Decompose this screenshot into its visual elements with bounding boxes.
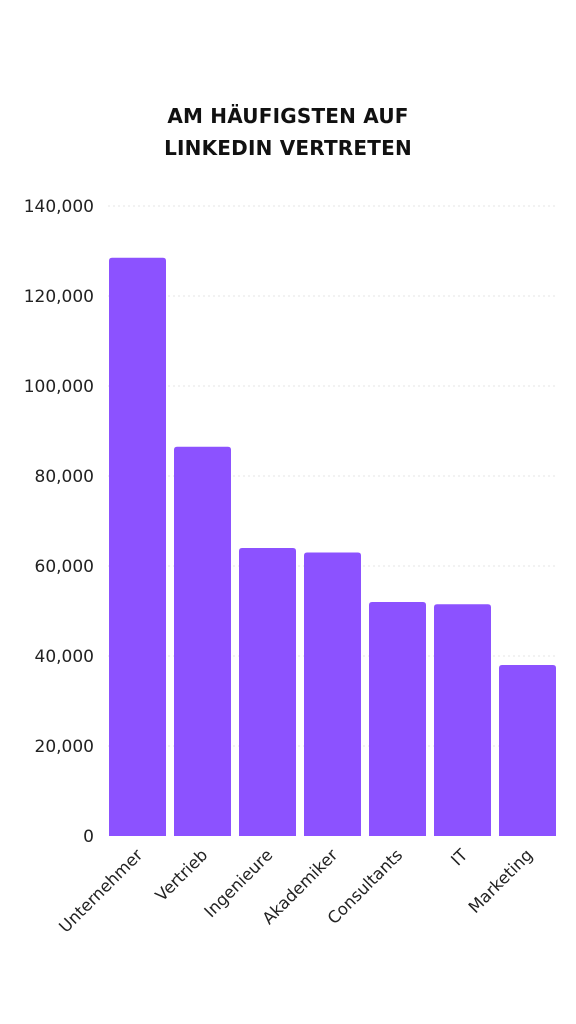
y-axis-ticks: 0 20,000 40,000 60,000 80,000 100,000 120,000 1… — [24, 197, 94, 847]
x-category-label: Unternehmer — [55, 845, 146, 936]
y-tick-label: 140,000 — [24, 197, 94, 217]
bar-vertrieb — [174, 446, 231, 836]
y-tick-label: 0 — [83, 827, 94, 847]
bar-it — [434, 604, 491, 836]
bar-ingenieure — [239, 548, 296, 836]
y-tick-label: 60,000 — [35, 557, 94, 577]
x-axis-categories: Unternehmer VertriebIngenieureAkademikerC… — [55, 845, 536, 937]
bar-marketing — [499, 665, 556, 836]
bar-consultants — [369, 602, 426, 836]
y-tick-label: 120,000 — [24, 287, 94, 307]
y-tick-label: 80,000 — [35, 467, 94, 487]
y-tick-label: 20,000 — [35, 737, 94, 757]
x-category-label: Marketing — [465, 845, 537, 917]
chart-title-line-1: AM HÄUFIGSTEN AUF — [167, 104, 409, 128]
chart-title-line-2: LINKEDIN VERTRETEN — [164, 136, 412, 160]
y-tick-label: 100,000 — [24, 377, 94, 397]
bar-akademiker — [304, 552, 361, 836]
x-category-label: Vertrieb — [152, 845, 212, 905]
bars — [109, 257, 556, 836]
bar-unternehmer — [109, 257, 166, 836]
y-tick-label: 40,000 — [35, 647, 94, 667]
chart-title: AM HÄUFIGSTEN AUF LINKEDIN VERTRETEN — [0, 100, 576, 164]
x-category-label: IT — [447, 845, 472, 870]
